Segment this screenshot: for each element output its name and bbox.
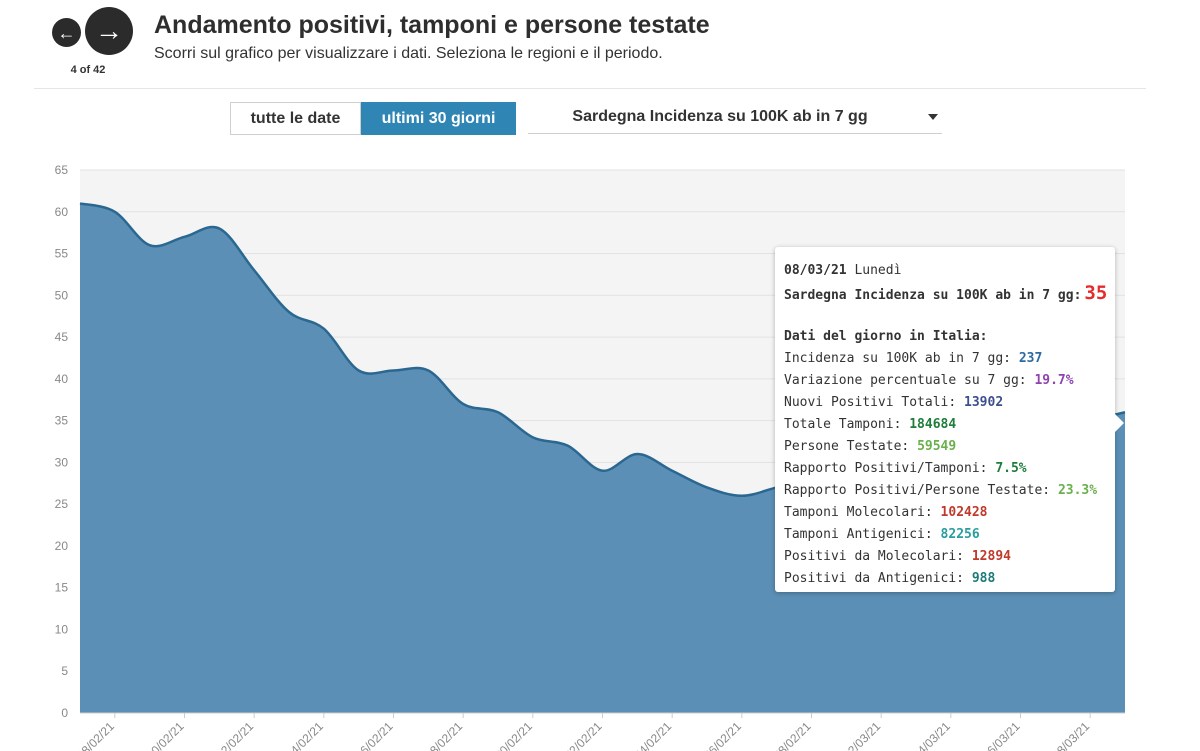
tooltip-row-label: Rapporto Positivi/Persone Testate: (784, 483, 1058, 498)
previous-button[interactable]: ← (52, 18, 81, 47)
chevron-down-icon (928, 114, 938, 120)
next-button[interactable]: → (85, 7, 133, 55)
page-counter: 4 of 42 (70, 64, 106, 76)
tooltip-row: Rapporto Positivi/Tamponi: 7.5% (784, 458, 1105, 480)
tooltip-main-label: Sardegna Incidenza su 100K ab in 7 gg: (784, 288, 1082, 303)
tooltip-row: Positivi da Antigenici: 988 (784, 568, 1105, 590)
tooltip-row-label: Variazione percentuale su 7 gg: (784, 373, 1035, 388)
y-tick-label: 40 (55, 372, 69, 386)
page-title: Andamento positivi, tamponi e persone te… (154, 11, 710, 39)
navigation: ← → 4 of 42 (52, 7, 134, 77)
y-tick-label: 55 (55, 247, 69, 261)
x-tick-label: 02/03/21 (840, 719, 883, 751)
all-dates-button[interactable]: tutte le date (230, 102, 361, 135)
x-tick-label: 10/02/21 (144, 719, 187, 751)
y-tick-label: 60 (55, 205, 69, 219)
y-tick-label: 20 (55, 539, 69, 553)
page-subtitle: Scorri sul grafico per visualizzare i da… (154, 45, 663, 62)
tooltip-row-value: 19.7% (1034, 373, 1074, 388)
tooltip-row-label: Persone Testate: (784, 439, 918, 454)
tooltip-row: Tamponi Antigenici: 82256 (784, 524, 1105, 546)
tooltip-row-label: Positivi da Antigenici: (784, 571, 972, 586)
tooltip-row-label: Tamponi Antigenici: (784, 527, 941, 542)
y-tick-label: 65 (55, 163, 69, 177)
x-tick-label: 24/02/21 (631, 719, 674, 751)
tooltip-row-value: 184684 (909, 417, 957, 432)
tooltip-date: 08/03/21 (784, 263, 847, 278)
tooltip-row-value: 23.3% (1057, 483, 1098, 498)
tooltip-row-value: 7.5% (995, 461, 1027, 476)
tooltip-row: Tamponi Molecolari: 102428 (784, 502, 1105, 524)
arrow-left-icon: ← (57, 22, 76, 43)
tooltip-row-value: 237 (1018, 351, 1043, 366)
tooltip-row-label: Nuovi Positivi Totali: (784, 395, 965, 410)
tooltip-row: Incidenza su 100K ab in 7 gg: 237 (784, 348, 1105, 370)
x-tick-label: 18/02/21 (422, 719, 465, 751)
y-tick-label: 35 (55, 414, 69, 428)
y-tick-label: 15 (55, 581, 69, 595)
tooltip-row: Totale Tamponi: 184684 (784, 414, 1105, 436)
tooltip-main-line: Sardegna Incidenza su 100K ab in 7 gg: 35 (784, 282, 1108, 304)
x-tick-label: 04/03/21 (910, 719, 953, 751)
tooltip-row-value: 988 (971, 571, 996, 586)
tooltip-row-label: Positivi da Molecolari: (784, 549, 972, 564)
region-metric-select-value: Sardegna Incidenza su 100K ab in 7 gg (572, 108, 868, 125)
x-tick-label: 16/02/21 (353, 719, 396, 751)
x-tick-label: 28/02/21 (771, 719, 814, 751)
x-tick-label: 08/02/21 (74, 719, 117, 751)
x-tick-label: 22/02/21 (562, 719, 605, 751)
tooltip-row-value: 102428 (940, 505, 988, 520)
tooltip-row-label: Incidenza su 100K ab in 7 gg: (784, 351, 1019, 366)
data-tooltip: 08/03/21 Lunedì Sardegna Incidenza su 10… (775, 247, 1124, 592)
tooltip-row-value: 59549 (917, 439, 957, 454)
x-tick-label: 14/02/21 (283, 719, 326, 751)
tooltip-date-line: 08/03/21 Lunedì (784, 260, 1105, 282)
tooltip-row: Persone Testate: 59549 (784, 436, 1105, 458)
last-30-days-button[interactable]: ultimi 30 giorni (361, 102, 516, 135)
arrow-right-icon: → (95, 15, 123, 46)
tooltip-row-label: Rapporto Positivi/Tamponi: (784, 461, 996, 476)
y-tick-label: 45 (55, 330, 69, 344)
y-tick-label: 30 (55, 455, 69, 469)
y-tick-label: 0 (61, 706, 68, 720)
x-tick-label: 06/03/21 (980, 719, 1023, 751)
y-tick-label: 10 (55, 622, 69, 636)
tooltip-row: Positivi da Molecolari: 12894 (784, 546, 1105, 568)
tooltip-row-value: 82256 (940, 527, 980, 542)
tooltip-row-label: Tamponi Molecolari: (784, 505, 941, 520)
tooltip-row-value: 12894 (971, 549, 1011, 564)
x-tick-label: 08/03/21 (1049, 719, 1092, 751)
tooltip-pointer (1115, 414, 1124, 432)
tooltip-weekday: Lunedì (854, 263, 902, 278)
tooltip-row-label: Totale Tamponi: (784, 417, 910, 432)
date-range-toggle: tutte le date ultimi 30 giorni (230, 102, 516, 135)
y-tick-label: 5 (61, 664, 68, 678)
x-tick-label: 12/02/21 (213, 719, 256, 751)
tooltip-row: Variazione percentuale su 7 gg: 19.7% (784, 370, 1105, 392)
y-tick-label: 25 (55, 497, 69, 511)
region-metric-select[interactable]: Sardegna Incidenza su 100K ab in 7 gg (528, 102, 942, 134)
tooltip-row: Rapporto Positivi/Persone Testate: 23.3% (784, 480, 1105, 502)
tooltip-rows: Incidenza su 100K ab in 7 gg: 237 Variazi… (784, 348, 1105, 590)
tooltip-row: Nuovi Positivi Totali: 13902 (784, 392, 1105, 414)
header-divider (34, 88, 1146, 89)
tooltip-section-title: Dati del giorno in Italia: (784, 329, 988, 344)
x-tick-label: 20/02/21 (492, 719, 535, 751)
y-tick-label: 50 (55, 288, 69, 302)
tooltip-main-value: 35 (1084, 282, 1108, 304)
x-tick-label: 26/02/21 (701, 719, 744, 751)
tooltip-row-value: 13902 (964, 395, 1004, 410)
